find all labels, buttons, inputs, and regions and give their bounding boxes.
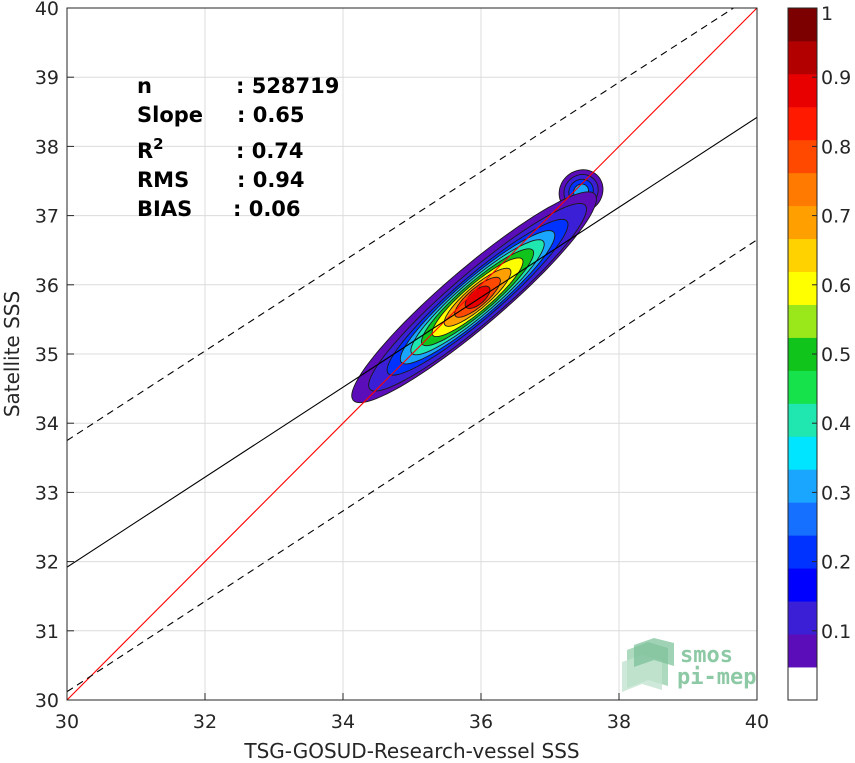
colorbar-swatch xyxy=(788,502,817,536)
colorbar-swatch xyxy=(788,469,817,503)
y-tick-label: 33 xyxy=(35,482,59,504)
identity-line xyxy=(67,8,757,700)
stat-label: Slope xyxy=(137,103,203,127)
colorbar-swatch xyxy=(788,271,817,305)
stat-value: : 0.65 xyxy=(237,103,305,127)
colorbar-swatch xyxy=(788,370,817,404)
colorbar-swatch xyxy=(788,8,817,42)
stat-value: : 528719 xyxy=(236,74,339,98)
colorbar-tick-label: 0.5 xyxy=(821,344,851,366)
stat-label: RMS xyxy=(137,168,189,192)
colorbar-tick-label: 0.1 xyxy=(821,621,851,643)
x-tick-label: 40 xyxy=(745,711,769,733)
colorbar-swatch xyxy=(788,667,817,701)
colorbar-swatch xyxy=(788,403,817,437)
y-tick-label: 32 xyxy=(35,552,59,574)
logo-mark-icon xyxy=(622,638,674,692)
colorbar-swatch xyxy=(788,634,817,668)
colorbar-tick-label: 0.7 xyxy=(821,206,851,228)
y-tick-label: 38 xyxy=(35,136,59,158)
stat-label: R2 xyxy=(137,135,164,163)
y-tick-label: 37 xyxy=(35,206,59,228)
stat-value: : 0.74 xyxy=(236,139,304,163)
colorbar-swatch xyxy=(788,139,817,174)
logo-line2: pi-mep xyxy=(677,665,756,690)
colorbar-swatch xyxy=(788,238,817,273)
colorbar-tick-label: 0.6 xyxy=(821,275,851,297)
y-axis-label: Satellite SSS xyxy=(0,291,24,417)
colorbar-swatch xyxy=(788,535,817,569)
density-contours xyxy=(351,169,604,404)
colorbar: 0.1 0.2 0.3 0.4 0.5 0.6 0.7 0.8 0.9 1 xyxy=(787,3,851,701)
stat-label: n xyxy=(137,74,152,98)
x-tick-label: 32 xyxy=(193,711,217,733)
colorbar-swatch xyxy=(788,304,817,338)
colorbar-tick-label: 0.2 xyxy=(821,552,851,574)
colorbar-swatch xyxy=(788,568,817,602)
colorbar-tick-label: 0.9 xyxy=(821,67,851,89)
x-tick-label: 30 xyxy=(55,711,79,733)
y-tick-label: 34 xyxy=(35,413,59,435)
colorbar-tick-label: 0.8 xyxy=(821,136,851,158)
colorbar-swatch xyxy=(788,436,817,470)
stat-value: : 0.06 xyxy=(233,197,301,221)
stats-box: n : 528719 Slope : 0.65 R2 : 0.74 RMS : 0.94 BIA… xyxy=(137,74,339,221)
logo-line1: smos xyxy=(680,643,733,668)
colorbar-swatch xyxy=(788,106,817,141)
colorbar-swatch xyxy=(788,172,817,207)
reference-lines-clipped xyxy=(67,8,757,700)
colorbar-tick-label: 1 xyxy=(821,3,833,25)
colorbar-tick-label: 0.3 xyxy=(821,482,851,504)
stat-value: : 0.94 xyxy=(237,168,305,192)
regression-line xyxy=(67,116,757,568)
colorbar-swatch xyxy=(788,40,817,75)
stat-superscript: 2 xyxy=(153,135,163,153)
reference-lines xyxy=(67,8,757,700)
y-tick-label: 36 xyxy=(35,275,59,297)
lower-envelope-line xyxy=(67,239,757,693)
y-tick-label: 39 xyxy=(35,67,59,89)
x-axis-label: TSG-GOSUD-Research-vessel SSS xyxy=(243,739,579,763)
axis-ticks: 30 32 34 36 38 40 30 31 32 33 34 35 36 37 38 39 40 xyxy=(35,0,769,733)
colorbar-tick-label: 0.4 xyxy=(821,413,851,435)
y-tick-label: 30 xyxy=(35,690,59,712)
colorbar-swatch xyxy=(788,73,817,108)
x-tick-label: 34 xyxy=(331,711,355,733)
stat-label: BIAS xyxy=(137,197,192,221)
upper-envelope-line xyxy=(67,8,735,441)
density-layer xyxy=(351,169,604,404)
y-tick-label: 40 xyxy=(35,0,59,20)
x-tick-label: 36 xyxy=(469,711,493,733)
x-tick-label: 38 xyxy=(607,711,631,733)
colorbar-swatch xyxy=(788,205,817,240)
y-tick-label: 35 xyxy=(35,344,59,366)
smos-pi-mep-logo: smos pi-mep xyxy=(622,638,756,692)
colorbar-swatch xyxy=(788,601,817,635)
y-tick-label: 31 xyxy=(35,621,59,643)
